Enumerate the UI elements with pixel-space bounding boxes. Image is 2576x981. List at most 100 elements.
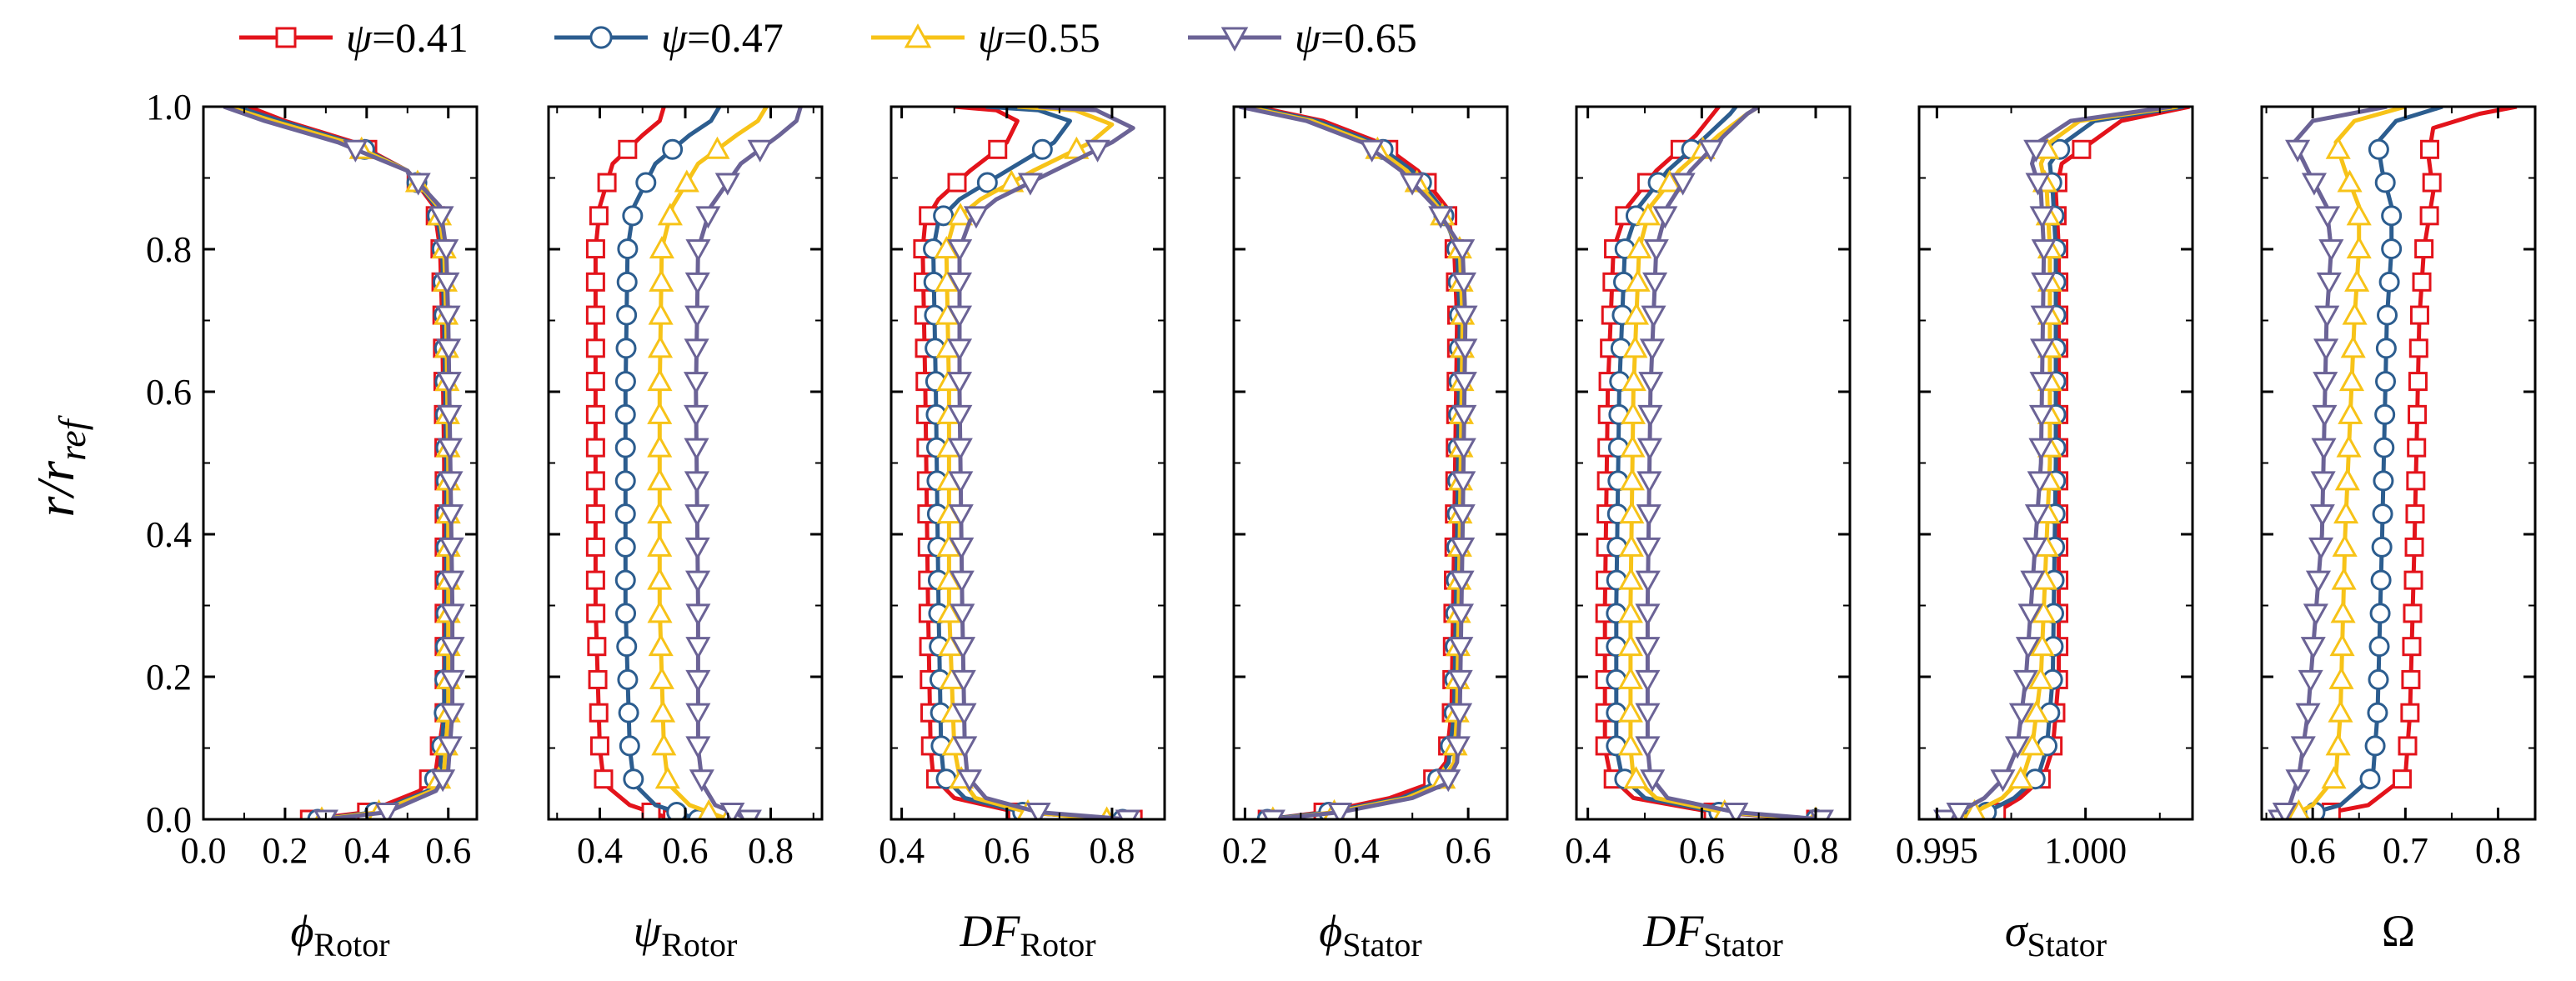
series-3-marker xyxy=(1622,335,1648,358)
series-4-marker xyxy=(949,570,975,593)
series-3-marker xyxy=(1635,203,1661,226)
series-4-marker xyxy=(1327,802,1353,819)
series-2-marker xyxy=(2373,437,2395,458)
series-4-marker xyxy=(719,802,745,819)
series-3-marker xyxy=(1617,633,1643,657)
panel-curves xyxy=(2268,107,2518,819)
series-2-marker xyxy=(2375,371,2397,393)
series-3-marker xyxy=(948,203,974,226)
series-1-marker xyxy=(594,769,614,789)
series-4-marker xyxy=(946,338,973,362)
series-4-marker xyxy=(684,338,709,362)
series-4-marker xyxy=(2023,139,2049,163)
x-tick-label: 0.6 xyxy=(425,830,471,871)
series-1-marker xyxy=(585,471,605,491)
panel-curves xyxy=(1239,107,1478,819)
series-4-marker xyxy=(2031,239,2057,263)
series-3-marker xyxy=(647,501,673,524)
series-3-marker xyxy=(2340,335,2366,358)
series-2-marker xyxy=(614,503,636,525)
series-4-marker xyxy=(439,637,465,660)
series-4-marker xyxy=(2004,736,2031,759)
series-1-marker xyxy=(585,372,605,392)
series-4-marker xyxy=(2025,173,2051,196)
series-4-marker xyxy=(438,471,464,494)
series-3-marker xyxy=(1623,302,1650,325)
series-4-marker xyxy=(736,809,762,819)
legend-value: =0.65 xyxy=(1321,14,1417,61)
series-line-2 xyxy=(235,107,449,819)
series-1-marker xyxy=(2408,372,2428,392)
series-2-marker xyxy=(2359,768,2381,790)
panel-curves xyxy=(1595,107,1834,819)
series-3-marker xyxy=(654,766,680,789)
series-3-marker xyxy=(648,633,674,657)
series-3-marker xyxy=(1620,401,1646,424)
series-3-marker xyxy=(1625,268,1651,292)
series-4-marker xyxy=(684,537,710,560)
series-3-marker xyxy=(2331,567,2357,590)
legend-entry-1: ψ=0.41 xyxy=(239,14,469,61)
series-4-marker xyxy=(1451,272,1477,295)
series-line-3 xyxy=(1959,107,2178,819)
series-4-marker xyxy=(1643,239,1669,263)
panel-1: 0.0 0.2 0.4 0.6 0.8 1.0 0.0 0.2 0.4 0.6 ϕRotor xyxy=(146,87,479,963)
x-axis-label-main: ϕ xyxy=(1319,906,1342,956)
x-axis-label-main: ϕ xyxy=(290,906,313,956)
ylabel-sub: ref xyxy=(51,414,93,461)
series-3-marker xyxy=(647,401,673,424)
ylabel-main: r/r xyxy=(26,460,85,518)
series-4-marker xyxy=(684,438,709,461)
series-2-marker xyxy=(614,437,636,458)
series-1-marker xyxy=(2408,338,2428,358)
series-4-marker xyxy=(439,703,465,726)
series-1-marker xyxy=(618,139,638,159)
series-4-marker xyxy=(439,669,465,693)
series-4-marker xyxy=(1652,206,1678,229)
series-4-marker xyxy=(2024,504,2050,528)
series-2-marker xyxy=(662,138,684,160)
series-4-marker xyxy=(1635,637,1661,660)
series-2-marker xyxy=(622,205,644,227)
series-3-marker xyxy=(1619,468,1645,491)
x-tick-label: 0.4 xyxy=(1565,830,1611,871)
series-4-marker xyxy=(695,206,721,229)
y-tick-label: 0.6 xyxy=(146,372,192,413)
series-3-marker xyxy=(1617,666,1643,689)
series-2-marker xyxy=(614,470,636,492)
series-4-marker xyxy=(436,338,462,362)
series-4-marker xyxy=(950,603,975,627)
panel-curves xyxy=(585,107,803,819)
series-4-marker xyxy=(685,603,711,627)
series-2-marker xyxy=(2364,735,2386,757)
x-axis-label-sub: Rotor xyxy=(661,926,737,963)
series-2-marker xyxy=(619,735,640,757)
series-4-marker xyxy=(405,173,431,196)
x-tick-label: 0.8 xyxy=(2475,830,2521,871)
series-2-marker xyxy=(617,238,639,260)
series-1-marker xyxy=(585,272,605,292)
series-4-marker xyxy=(947,239,973,263)
x-tick-label: 0.7 xyxy=(2383,830,2428,871)
series-1-marker xyxy=(589,206,609,226)
series-3-marker xyxy=(2325,136,2351,159)
series-4-marker xyxy=(2295,703,2321,726)
series-3-marker xyxy=(648,302,674,325)
series-line-1 xyxy=(1602,107,1817,819)
x-tick-label: 0.8 xyxy=(1089,830,1135,871)
series-3-marker xyxy=(2334,468,2360,491)
series-4-marker xyxy=(947,404,973,428)
series-4-marker xyxy=(2309,504,2335,528)
x-axis-label-sub: Stator xyxy=(2027,926,2107,963)
series-4-marker xyxy=(685,736,711,759)
series-line-1 xyxy=(247,107,447,819)
series-1-marker xyxy=(2072,139,2092,159)
series-2-marker xyxy=(1031,138,1053,160)
series-2-marker xyxy=(618,702,639,723)
series-4-marker xyxy=(1085,139,1110,163)
legend-label: ψ=0.41 xyxy=(346,14,469,61)
series-4-marker xyxy=(1698,139,1724,163)
series-1-marker xyxy=(2401,669,2421,689)
series-line-3 xyxy=(227,107,451,819)
series-4-marker xyxy=(946,272,973,295)
